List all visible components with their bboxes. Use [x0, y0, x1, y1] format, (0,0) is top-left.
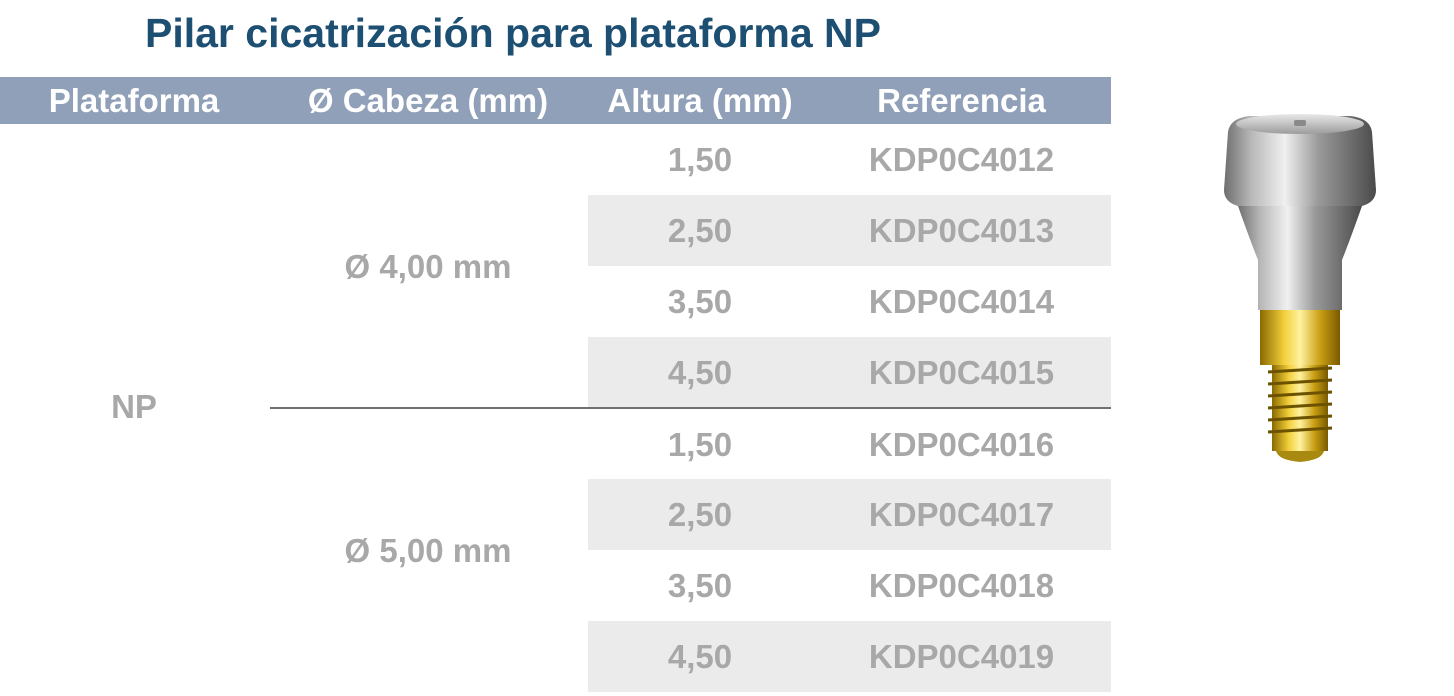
- header-cabeza: Ø Cabeza (mm): [307, 82, 549, 119]
- header-referencia: Referencia: [877, 82, 1046, 119]
- referencia-cell: KDP0C4014: [868, 283, 1055, 320]
- altura-cell: 3,50: [667, 567, 733, 604]
- table-row: 3,50 KDP0C4018: [588, 550, 1111, 621]
- referencia-cell: KDP0C4017: [868, 496, 1055, 533]
- table-header: Plataforma Ø Cabeza (mm) Altura (mm) Ref…: [0, 77, 1111, 124]
- altura-cell: 3,50: [667, 283, 733, 320]
- healing-abutment-product-image: [1210, 110, 1390, 470]
- table-row: 2,50 KDP0C4013: [588, 195, 1111, 266]
- referencia-cell: KDP0C4018: [868, 567, 1055, 604]
- altura-cell: 1,50: [667, 141, 733, 178]
- altura-cell: 2,50: [667, 496, 733, 533]
- altura-cell: 1,50: [667, 426, 733, 463]
- table-row: 2,50 KDP0C4017: [588, 479, 1111, 550]
- referencia-cell: KDP0C4013: [868, 212, 1055, 249]
- table-row: 4,50 KDP0C4015: [588, 337, 1111, 408]
- diameter-cell-5mm: Ø 5,00 mm: [344, 532, 512, 569]
- table-row: 1,50 KDP0C4016: [588, 409, 1111, 480]
- diameter-cell-4mm: Ø 4,00 mm: [344, 248, 512, 285]
- table-row: 3,50 KDP0C4014: [588, 266, 1111, 337]
- referencia-cell: KDP0C4016: [868, 426, 1055, 463]
- platform-cell: NP: [111, 388, 157, 425]
- page-title: Pilar cicatrización para plataforma NP: [145, 10, 881, 56]
- altura-cell: 2,50: [667, 212, 733, 249]
- header-plataforma: Plataforma: [48, 82, 220, 119]
- header-altura: Altura (mm): [607, 82, 793, 119]
- altura-cell: 4,50: [667, 354, 733, 391]
- referencia-cell: KDP0C4015: [868, 354, 1055, 391]
- group-divider: [270, 407, 1111, 409]
- referencia-cell: KDP0C4019: [868, 638, 1055, 675]
- table-row: 1,50 KDP0C4012: [588, 124, 1111, 195]
- altura-cell: 4,50: [667, 638, 733, 675]
- product-table: Plataforma Ø Cabeza (mm) Altura (mm) Ref…: [0, 77, 1111, 696]
- table-row: 4,50 KDP0C4019: [588, 621, 1111, 692]
- referencia-cell: KDP0C4012: [868, 141, 1055, 178]
